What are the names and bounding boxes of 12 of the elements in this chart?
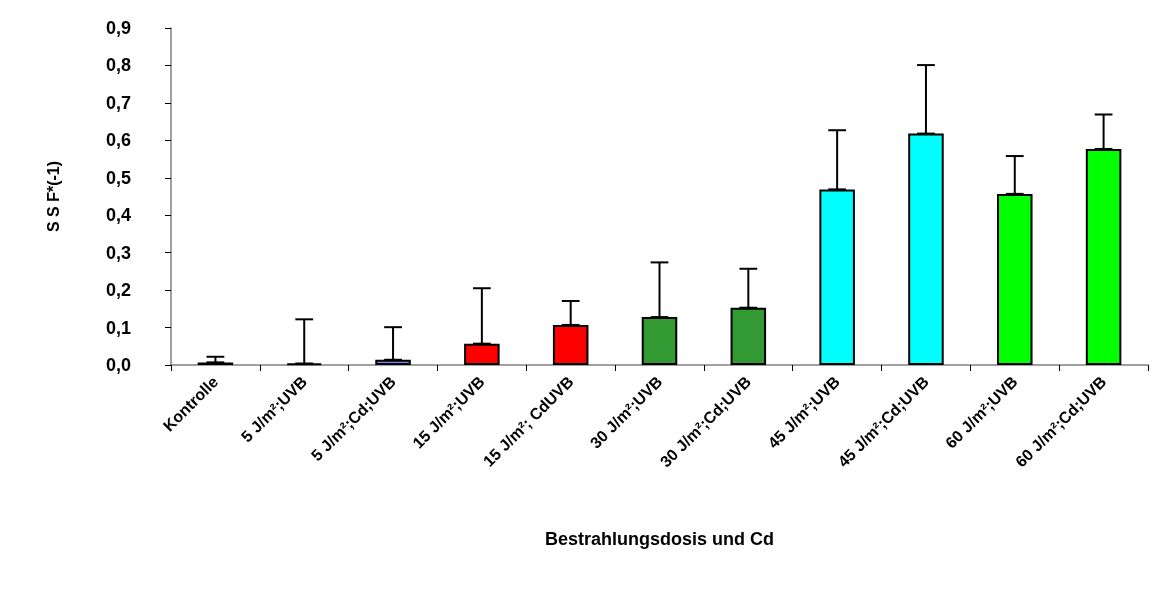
y-tick-label: 0,0 — [105, 355, 131, 375]
y-tick-label: 0,5 — [105, 167, 131, 188]
y-tick-label: 0,3 — [105, 242, 131, 263]
y-tick-label: 0,6 — [105, 130, 131, 151]
y-tick-label: 0,8 — [105, 55, 131, 76]
y-tick-label: 0,7 — [105, 92, 131, 113]
y-tick-label: 0,2 — [105, 280, 131, 301]
y-tick-label: 0,4 — [105, 205, 131, 226]
y-tick-label: 0,1 — [105, 317, 131, 338]
y-tick-label: 0,9 — [105, 18, 131, 38]
x-axis-title: Bestrahlungsdosis und Cd — [544, 529, 775, 549]
y-axis-title: S S F*(-1) — [44, 160, 62, 233]
